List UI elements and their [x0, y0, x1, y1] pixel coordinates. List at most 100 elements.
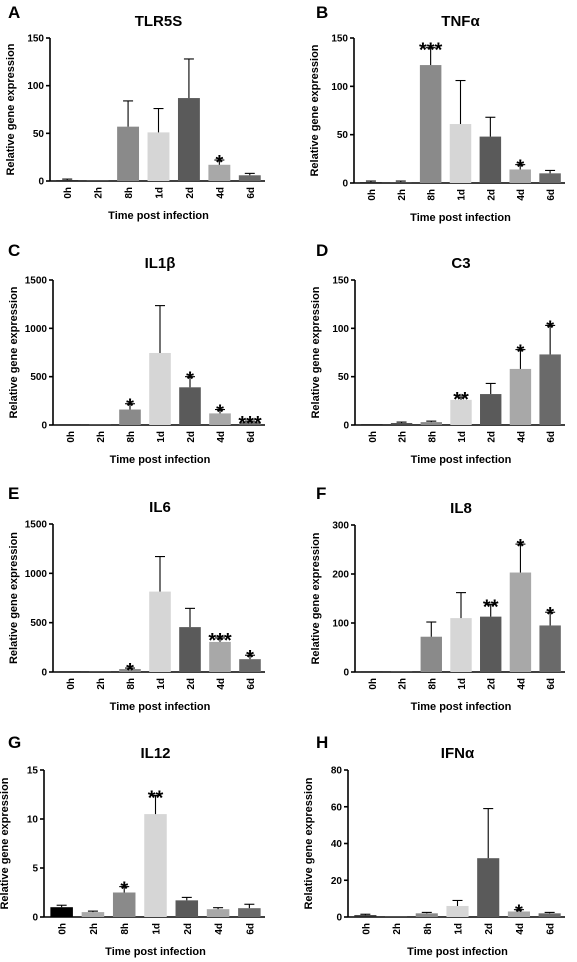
bar-2d	[175, 900, 199, 917]
bar-0h	[59, 671, 81, 672]
x-tick-label: 1d	[454, 923, 465, 935]
x-tick-label: 4d	[216, 678, 227, 690]
x-tick-label: 0h	[361, 923, 372, 935]
x-tick-label: 2h	[96, 431, 107, 443]
significance-marker: *	[186, 369, 194, 391]
y-tick-label: 10	[27, 815, 39, 826]
chart-title: TLR5S	[135, 13, 183, 30]
x-tick-label: 8h	[427, 189, 438, 201]
bar-2d	[479, 136, 502, 183]
x-tick-label: 2d	[186, 678, 197, 690]
bar-2h	[89, 671, 111, 672]
x-tick-label: 2h	[398, 678, 409, 690]
bar-2h	[86, 180, 109, 181]
chart-title: IL6	[149, 499, 171, 516]
y-tick-label: 500	[30, 618, 47, 629]
significance-marker: *	[516, 157, 524, 179]
x-tick-label: 0h	[66, 431, 77, 443]
x-tick-label: 6d	[546, 678, 557, 690]
significance-marker: ***	[238, 413, 262, 435]
x-tick-label: 8h	[423, 923, 434, 935]
x-tick-label: 6d	[546, 189, 557, 201]
x-tick-label: 8h	[427, 431, 438, 443]
significance-marker: *	[546, 317, 554, 339]
bar-1d	[149, 352, 171, 425]
x-axis-label: Time post infection	[410, 212, 511, 224]
x-tick-label: 8h	[120, 923, 131, 935]
x-tick-label: 1d	[155, 187, 166, 199]
y-tick-label: 15	[27, 766, 39, 777]
x-tick-label: 4d	[516, 431, 527, 443]
x-tick-label: 4d	[515, 923, 526, 935]
bar-2h	[390, 671, 413, 672]
x-tick-label: 6d	[546, 431, 557, 443]
x-tick-label: 2h	[392, 923, 403, 935]
y-axis-label: Relative gene expression	[8, 286, 20, 418]
bar-6d	[538, 913, 561, 917]
x-tick-label: 4d	[516, 189, 527, 201]
x-tick-label: 1d	[457, 678, 468, 690]
y-tick-label: 20	[331, 876, 343, 887]
significance-marker: *	[517, 536, 525, 558]
panel-letter: F	[316, 484, 326, 503]
x-tick-label: 6d	[246, 431, 257, 443]
x-tick-label: 2d	[185, 187, 196, 199]
y-tick-label: 150	[332, 276, 349, 287]
x-tick-label: 8h	[126, 431, 137, 443]
bar-2h	[89, 424, 111, 425]
y-axis-label: Relative gene expression	[310, 286, 322, 418]
bar-8h	[119, 409, 141, 425]
bar-6d	[239, 422, 261, 425]
x-tick-label: 1d	[156, 431, 167, 443]
bar-4d	[208, 164, 231, 181]
y-axis-label: Relative gene expression	[5, 43, 17, 175]
x-tick-label: 8h	[126, 678, 137, 690]
x-tick-label: 4d	[216, 431, 227, 443]
x-tick-label: 4d	[215, 187, 226, 199]
bar-1d	[450, 399, 472, 425]
x-tick-label: 4d	[516, 678, 527, 690]
bar-2h	[390, 182, 412, 183]
x-tick-label: 0h	[368, 678, 379, 690]
x-tick-label: 2d	[183, 923, 194, 935]
bar-6d	[539, 625, 561, 672]
bar-4d	[209, 413, 231, 425]
significance-marker: *	[126, 396, 134, 418]
x-axis-label: Time post infection	[110, 454, 211, 466]
x-tick-label: 1d	[152, 923, 163, 935]
bar-8h	[419, 65, 442, 183]
y-tick-label: 200	[332, 570, 349, 581]
x-tick-label: 8h	[124, 187, 135, 199]
panel-letter: H	[316, 733, 328, 752]
x-tick-label: 1d	[457, 431, 468, 443]
x-tick-label: 2h	[94, 187, 105, 199]
chart-panel-e: E IL6 0 500 1000 1500 Relative gene expression…	[8, 484, 265, 713]
bar-2d	[179, 627, 201, 672]
y-axis-label: Relative gene expression	[310, 532, 322, 664]
y-tick-label: 500	[30, 372, 47, 383]
y-tick-label: 300	[332, 521, 349, 532]
y-tick-label: 0	[336, 913, 342, 924]
bar-2h	[81, 912, 105, 917]
x-axis-label: Time post infection	[105, 946, 206, 958]
x-tick-label: 1d	[156, 678, 167, 690]
y-tick-label: 150	[27, 34, 44, 45]
chart-panel-d: D C3 0 50 100 150 Relative gene expression 0h 2h…	[310, 241, 565, 466]
bar-2d	[480, 394, 502, 425]
significance-marker: *	[246, 647, 254, 669]
y-tick-label: 80	[331, 766, 343, 777]
y-axis-label: Relative gene expression	[309, 44, 321, 176]
chart-title: IL1β	[145, 255, 176, 272]
panel-letter: A	[8, 3, 20, 22]
chart-title: IL8	[450, 500, 472, 517]
bar-8h	[420, 636, 442, 672]
bar-1d	[147, 132, 170, 181]
bar-6d	[238, 175, 261, 181]
significance-marker: *	[126, 660, 134, 682]
y-axis-label: Relative gene expression	[8, 532, 20, 664]
y-tick-label: 50	[337, 130, 349, 141]
chart-panel-g: G IL12 0 5 10 15 Relative gene expression 0h 2h *…	[0, 733, 265, 958]
bar-8h	[117, 126, 140, 181]
x-axis-label: Time post infection	[407, 946, 508, 958]
panel-letter: G	[8, 733, 21, 752]
